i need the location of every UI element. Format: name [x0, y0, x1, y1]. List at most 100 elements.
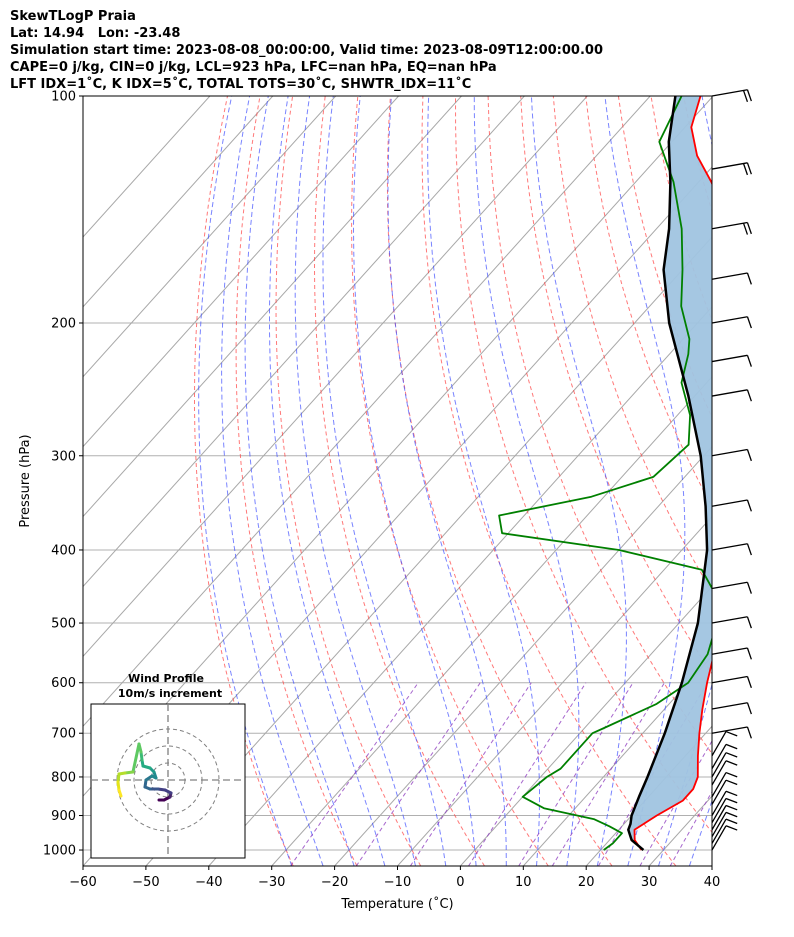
mixing-ratio-line — [409, 682, 532, 866]
wind-barb — [711, 675, 752, 689]
wind-barb — [711, 726, 752, 739]
wind-barb-staff — [711, 702, 748, 710]
y-tick-label: 1000 — [43, 844, 76, 859]
y-tick-label: 100 — [51, 90, 76, 105]
chart-title: SkewTLogP Praia — [10, 9, 136, 24]
wind-barb — [711, 779, 738, 805]
hodograph-title: Wind Profile — [128, 672, 204, 685]
isotherm-line — [83, 96, 211, 238]
moist-adiabat — [198, 96, 293, 866]
wind-barb-flag — [742, 90, 749, 103]
wind-barb-flag — [725, 818, 738, 825]
isotherm-line — [83, 96, 337, 378]
wind-barb-flag — [746, 316, 752, 329]
isotherm-line — [397, 515, 712, 866]
mixing-ratio-line — [355, 682, 481, 866]
chart-header: SkewTLogP Praia Lat: 14.94 Lon: -23.48 S… — [10, 8, 603, 93]
wind-barb-flag — [725, 779, 738, 786]
wind-barb — [711, 811, 738, 837]
isotherm-line — [711, 865, 712, 866]
wind-barb-staff — [711, 647, 748, 655]
wind-barb — [711, 818, 738, 844]
wind-barb-staff — [711, 825, 727, 851]
x-axis-label: Temperature (˚C) — [340, 896, 453, 912]
wind-barb-flag — [725, 804, 738, 811]
dry-adiabat — [313, 96, 485, 866]
wind-barb — [711, 581, 752, 594]
x-tick-label: 20 — [578, 875, 595, 890]
moist-adiabat — [720, 89, 794, 866]
x-tick-label: −40 — [195, 875, 222, 890]
moist-adiabat — [604, 96, 686, 866]
wind-barb-flag — [746, 162, 752, 175]
wind-barb-staff — [711, 616, 748, 624]
isotherm-line — [83, 96, 588, 658]
isotherm-line — [83, 96, 462, 518]
wind-barb-flag — [725, 797, 738, 804]
isotherm-line — [83, 96, 274, 308]
dry-adiabat — [716, 96, 794, 866]
dewpoint-profile — [498, 96, 712, 851]
wind-barb-staff — [711, 543, 748, 551]
wind-barb-staff — [711, 805, 727, 831]
wind-barb — [711, 797, 738, 824]
temperature-profile — [633, 96, 712, 851]
wind-barb-flag — [725, 760, 738, 766]
hodograph-subtitle: 10m/s increment — [118, 687, 222, 700]
wind-barb-staff — [711, 752, 727, 778]
dry-adiabat — [585, 96, 712, 508]
wind-barb-staff — [711, 818, 727, 844]
wind-barb-staff — [711, 726, 748, 734]
mixing-ratio-line — [551, 682, 665, 866]
wind-barb-staff — [711, 316, 748, 324]
wind-barb-staff — [711, 499, 748, 507]
x-tick-label: −30 — [258, 875, 285, 890]
wind-barb-flag — [746, 647, 752, 660]
dry-adiabat — [749, 96, 794, 866]
isotherm-line — [271, 376, 712, 866]
wind-barb-staff — [711, 790, 727, 816]
wind-barb-staff — [711, 162, 748, 170]
moist-adiabat — [473, 96, 580, 866]
wind-barb-staff — [711, 354, 748, 363]
hodograph-trace — [117, 788, 123, 798]
wind-barb-staff — [711, 812, 727, 837]
isotherm-line — [83, 96, 399, 448]
wind-barb — [711, 499, 752, 512]
wind-barb — [711, 647, 752, 660]
wind-barb — [711, 448, 752, 462]
moist-adiabat — [387, 96, 507, 866]
wind-barb — [711, 702, 752, 715]
wind-barb-flag — [746, 616, 752, 629]
wind-barb — [711, 804, 738, 831]
wind-barb — [711, 771, 738, 798]
indices-line: LFT IDX=1˚C, K IDX=5˚C, TOTAL TOTS=30˚C,… — [10, 77, 472, 92]
params-line: CAPE=0 j/kg, CIN=0 j/kg, LCL=923 hPa, LF… — [10, 60, 497, 75]
wind-barb-staff — [711, 675, 748, 684]
wind-barb — [711, 272, 752, 285]
isotherm-line — [585, 725, 712, 866]
location-line: Lat: 14.94 Lon: -23.48 — [10, 26, 181, 41]
wind-barb-flag — [746, 272, 752, 285]
dry-adiabat — [781, 96, 794, 866]
wind-barb-staff — [711, 779, 727, 805]
y-tick-label: 700 — [51, 727, 76, 742]
moist-adiabat — [244, 96, 355, 866]
mixing-ratio-line — [518, 682, 634, 866]
wind-barb-flag — [725, 811, 738, 818]
mixing-ratio-line — [468, 682, 587, 866]
x-tick-label: −10 — [384, 875, 411, 890]
isotherm-line — [460, 585, 712, 866]
isotherm-line — [145, 236, 712, 866]
wind-barb — [711, 221, 752, 235]
moist-adiabat — [353, 96, 477, 866]
dry-adiabat — [386, 96, 613, 866]
wind-barb-flag — [725, 790, 738, 797]
dry-adiabat — [235, 96, 358, 866]
wind-barb — [711, 316, 752, 329]
cape-cin-shading — [628, 96, 712, 850]
wind-barb-staff — [711, 221, 748, 230]
wind-barb — [711, 752, 738, 778]
isotherm-line — [522, 655, 712, 866]
